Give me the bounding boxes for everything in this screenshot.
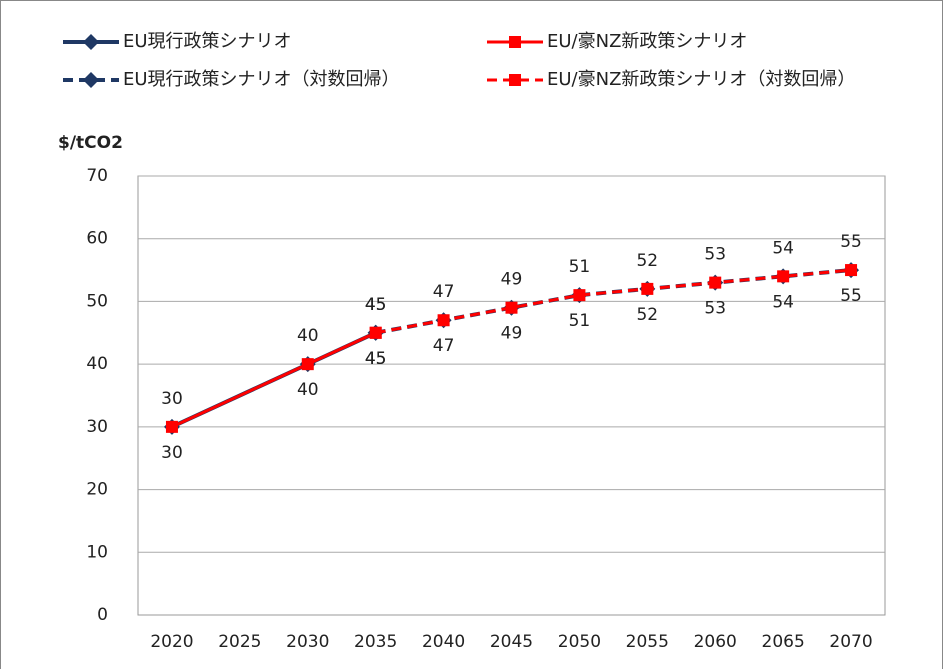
- data-label: 40: [297, 380, 319, 400]
- data-label: 55: [840, 232, 862, 252]
- data-label: 45: [365, 349, 387, 369]
- data-point: [505, 301, 518, 314]
- y-tick-label: 40: [86, 354, 108, 374]
- data-label: 47: [433, 282, 455, 302]
- legend-marker: [509, 74, 521, 86]
- data-label: 54: [772, 238, 794, 258]
- y-tick-label: 0: [97, 605, 108, 625]
- x-tick-label: 2060: [694, 632, 737, 652]
- legend-marker: [83, 72, 99, 88]
- y-tick-label: 30: [86, 417, 108, 437]
- legend-label: EU/豪NZ新政策シナリオ（対数回帰）: [547, 69, 855, 90]
- data-label: 52: [636, 251, 658, 271]
- data-point: [777, 270, 790, 283]
- series-line: [375, 268, 852, 335]
- data-point: [369, 326, 382, 339]
- x-tick-label: 2045: [490, 632, 533, 652]
- y-tick-label: 10: [86, 542, 108, 562]
- data-label: 45: [365, 295, 387, 315]
- data-label: 49: [501, 270, 523, 290]
- legend-label: EU/豪NZ新政策シナリオ: [547, 31, 747, 52]
- data-label: 45: [365, 349, 387, 369]
- data-label: 45: [365, 295, 387, 315]
- y-tick-label: 60: [86, 229, 108, 249]
- data-label: 55: [840, 286, 862, 306]
- x-tick-label: 2070: [829, 632, 872, 652]
- data-label: 53: [704, 299, 726, 319]
- legend-marker: [509, 36, 521, 48]
- x-tick-label: 2030: [286, 632, 329, 652]
- y-tick-label: 70: [86, 166, 108, 186]
- data-label: 49: [501, 324, 523, 344]
- data-point: [437, 314, 450, 327]
- data-label: 52: [636, 305, 658, 325]
- x-tick-label: 2055: [626, 632, 669, 652]
- data-point: [845, 264, 858, 277]
- legend-label: EU現行政策シナリオ（対数回帰）: [123, 69, 400, 90]
- data-point: [573, 289, 586, 302]
- data-label: 51: [569, 311, 591, 331]
- legend-marker: [83, 34, 99, 50]
- x-tick-label: 2065: [762, 632, 805, 652]
- data-label: 30: [161, 389, 183, 409]
- x-tick-label: 2035: [354, 632, 397, 652]
- data-label: 40: [297, 326, 319, 346]
- y-tick-label: 50: [86, 291, 108, 311]
- data-label: 47: [433, 336, 455, 356]
- x-tick-label: 2025: [218, 632, 261, 652]
- legend-label: EU現行政策シナリオ: [123, 31, 292, 52]
- data-point: [165, 420, 178, 433]
- y-axis-label: $/tCO2: [58, 133, 123, 153]
- x-tick-label: 2020: [150, 632, 193, 652]
- data-label: 30: [161, 443, 183, 463]
- x-tick-label: 2040: [422, 632, 465, 652]
- x-tick-label: 2050: [558, 632, 601, 652]
- data-label: 53: [704, 245, 726, 265]
- data-point: [641, 282, 654, 295]
- data-label: 54: [772, 292, 794, 312]
- data-point: [709, 276, 722, 289]
- data-point: [301, 358, 314, 371]
- y-tick-label: 20: [86, 480, 108, 500]
- data-label: 51: [569, 257, 591, 277]
